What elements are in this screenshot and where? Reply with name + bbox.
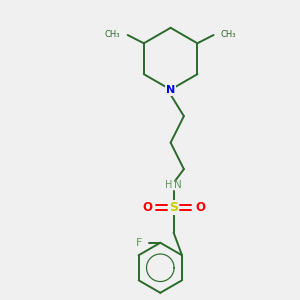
Text: S: S [169, 201, 178, 214]
Text: H: H [165, 180, 172, 190]
Text: O: O [195, 201, 205, 214]
Text: N: N [166, 85, 175, 94]
Text: CH₃: CH₃ [221, 30, 236, 39]
Text: N: N [174, 180, 181, 190]
Text: O: O [142, 201, 152, 214]
Text: CH₃: CH₃ [105, 30, 120, 39]
Text: F: F [136, 238, 142, 248]
